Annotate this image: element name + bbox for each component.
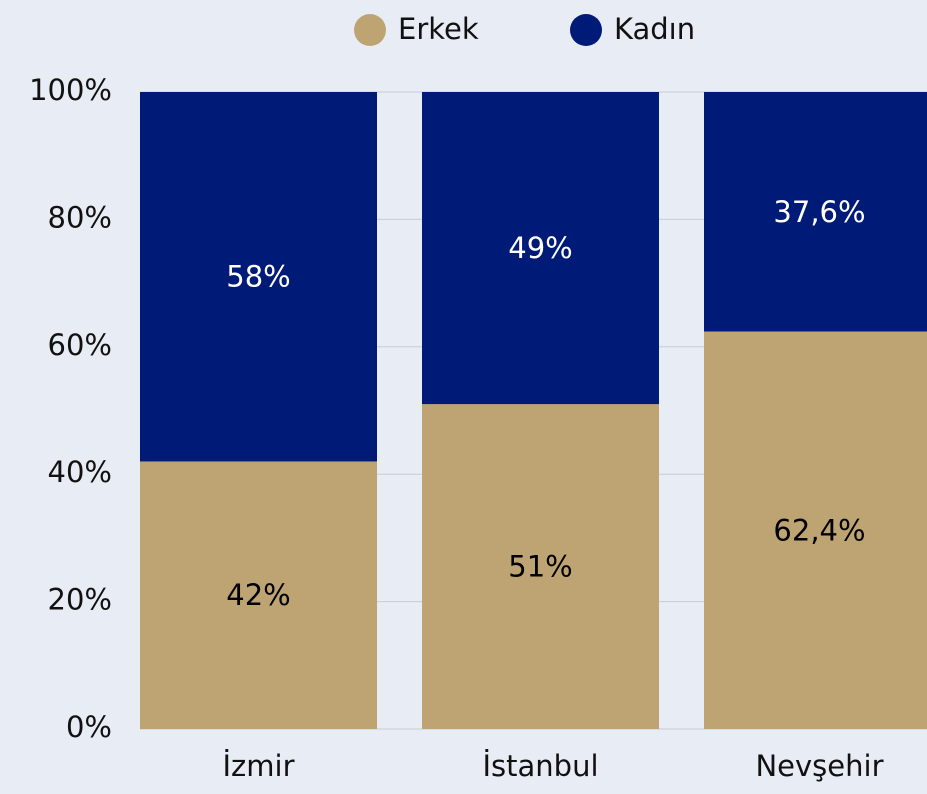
data-label: 37,6%: [773, 195, 865, 229]
data-label: 49%: [508, 231, 572, 265]
bar-segment: [422, 404, 659, 729]
y-tick-label: 100%: [29, 73, 112, 107]
data-label: 51%: [508, 550, 572, 584]
y-tick-label: 80%: [48, 200, 112, 234]
bar-segment: [422, 92, 659, 405]
bar-segment: [704, 331, 927, 729]
y-tick-label: 60%: [48, 328, 112, 362]
data-label: 62,4%: [773, 513, 865, 547]
bar-segment: [704, 92, 927, 332]
data-label: 42%: [226, 578, 290, 612]
data-label: 58%: [226, 260, 290, 294]
legend-marker: [354, 14, 386, 46]
bar-segment: [140, 92, 377, 462]
legend-label: Erkek: [398, 12, 479, 46]
x-tick-label: Nevşehir: [755, 749, 883, 783]
legend-label: Kadın: [614, 12, 695, 46]
y-tick-label: 40%: [48, 455, 112, 489]
x-tick-label: İstanbul: [482, 749, 598, 783]
y-tick-label: 20%: [48, 583, 112, 617]
x-tick-label: İzmir: [222, 749, 294, 783]
bar-segment: [140, 461, 377, 729]
y-tick-label: 0%: [66, 710, 112, 744]
legend-marker: [570, 14, 602, 46]
